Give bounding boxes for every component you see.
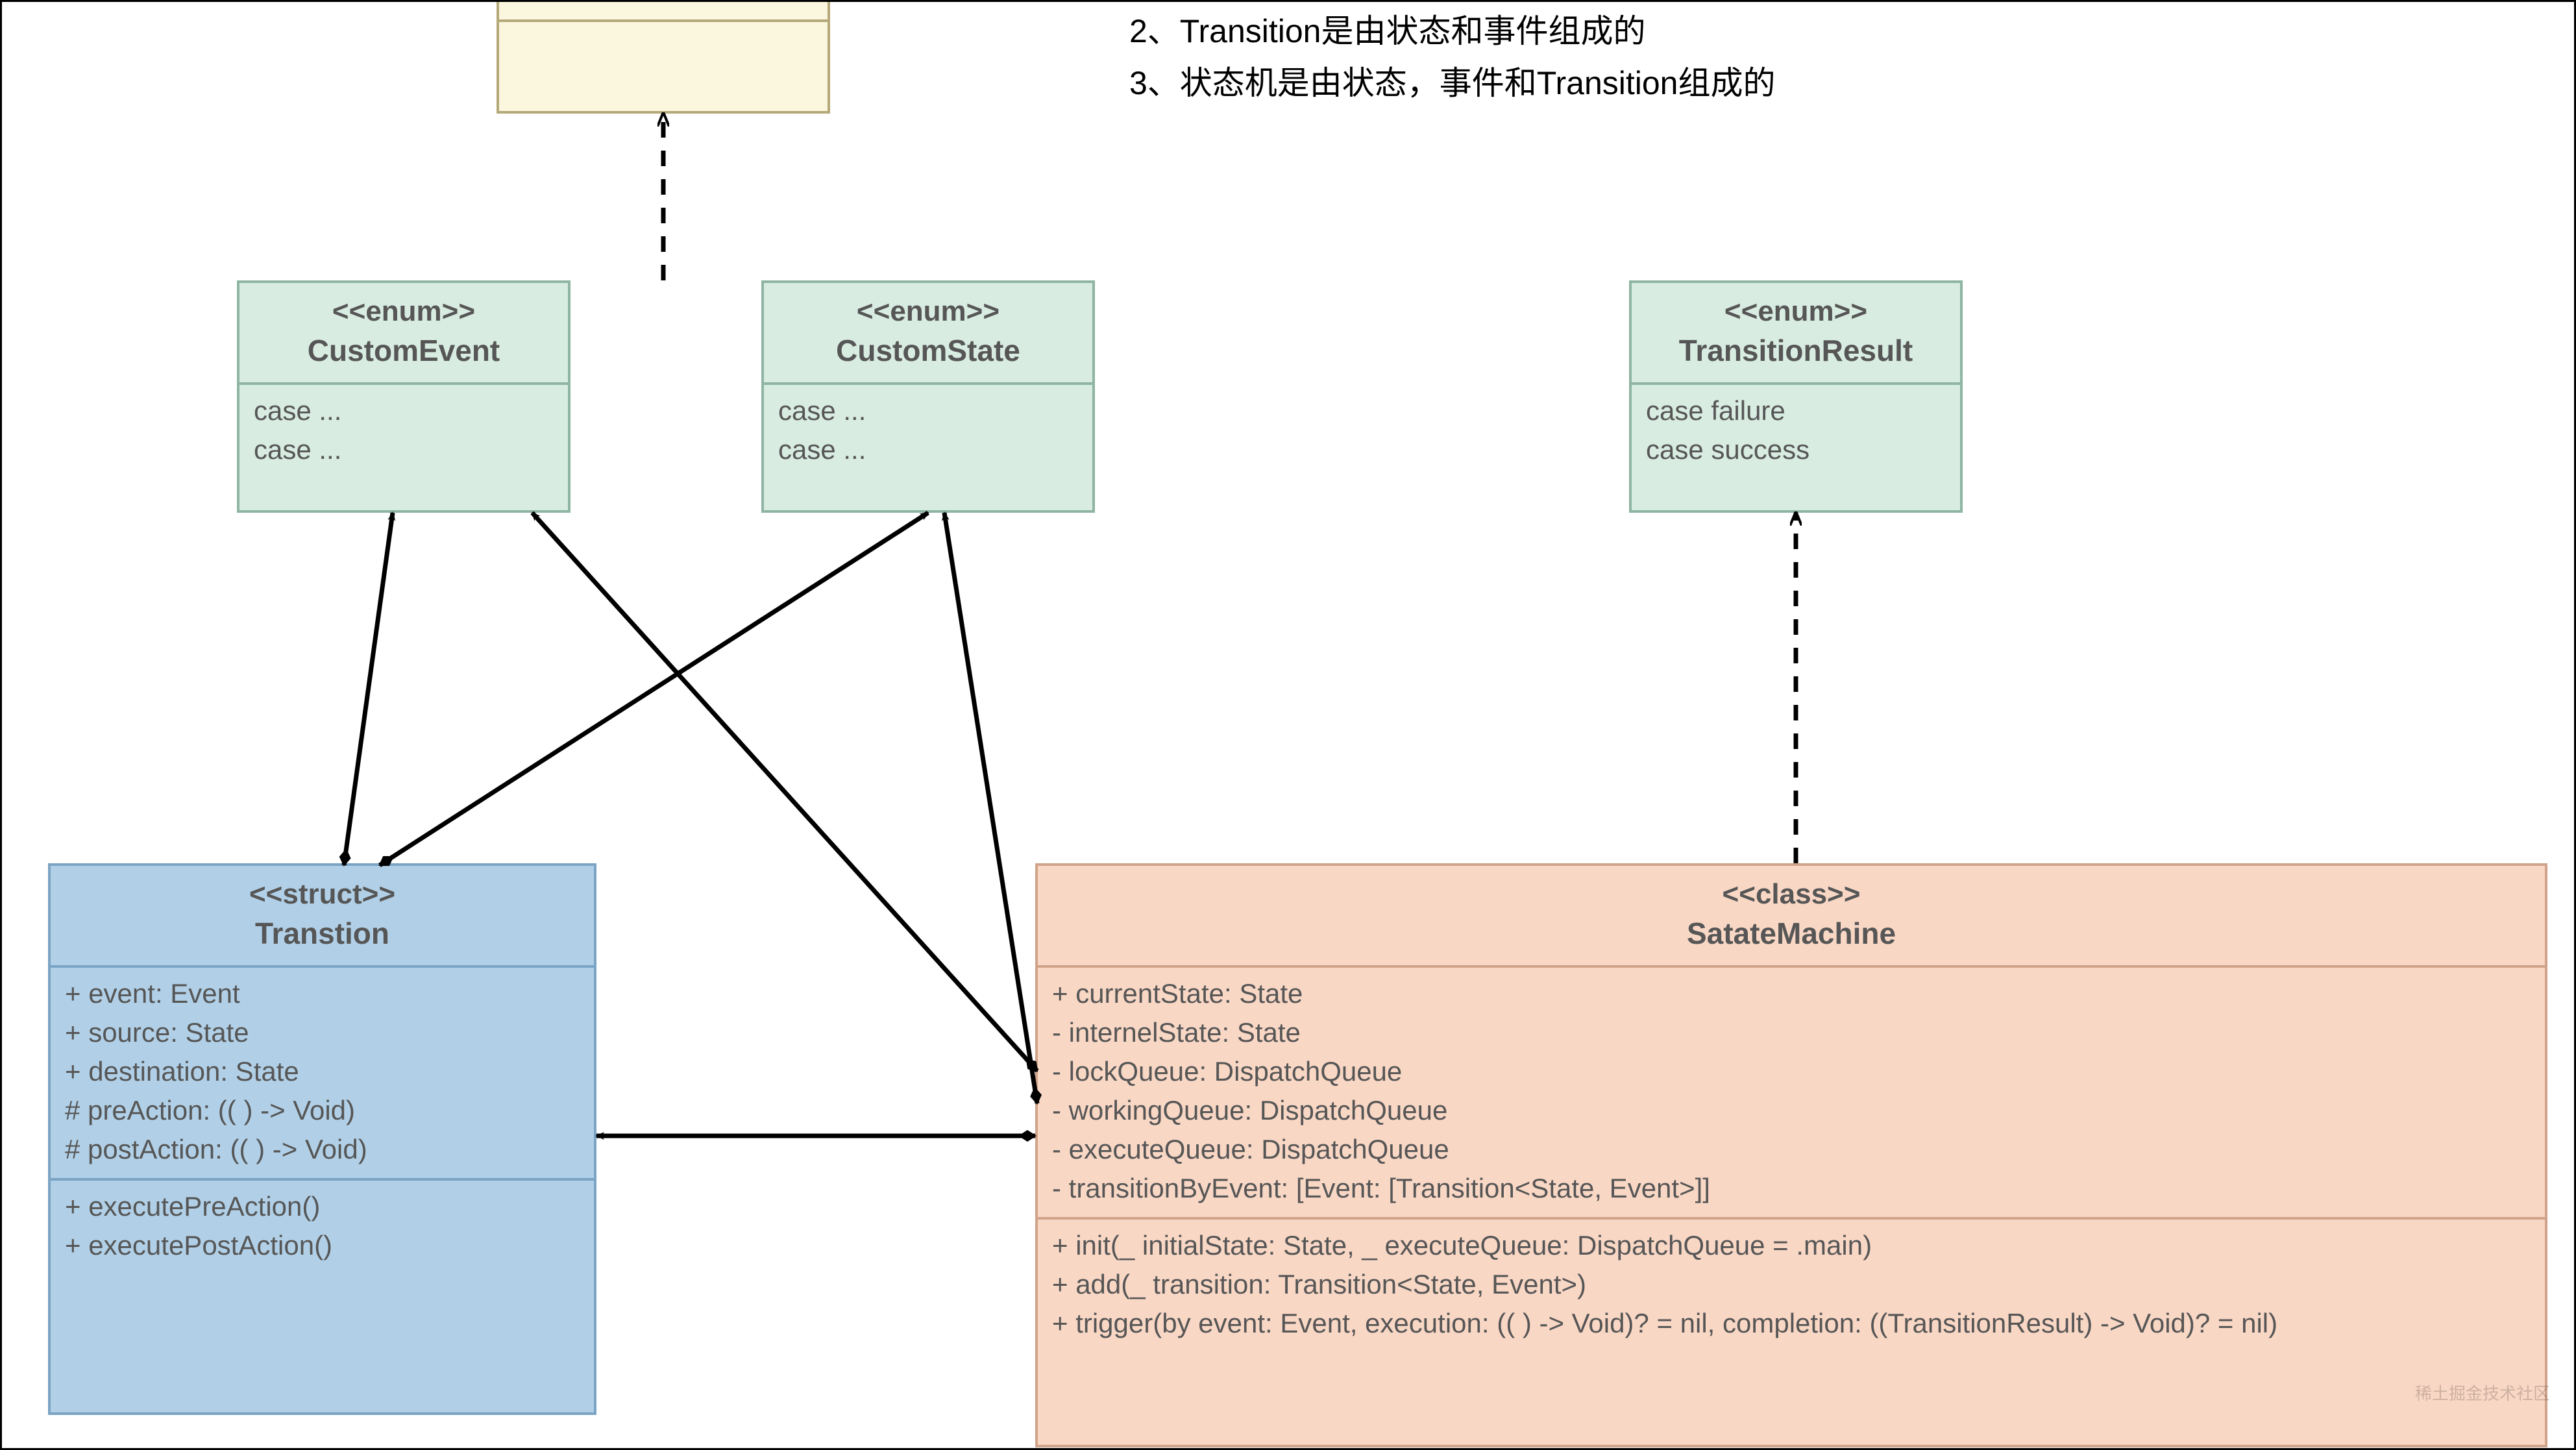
row-sm-o1: + add(_ transition: Transition<State, Ev… <box>1052 1265 2531 1304</box>
row-cs-0: case ... <box>778 391 1078 430</box>
row-tn-a1: + source: State <box>65 1013 580 1052</box>
section-sm-ops: + init(_ initialState: State, _ executeQ… <box>1038 1220 2545 1352</box>
watermark: 稀土掘金技术社区 <box>2415 1381 2550 1405</box>
row-sm-a5: - transitionByEvent: [Event: [Transition… <box>1052 1169 2531 1208</box>
uml-header-transition-result: <<enum>> TransitionResult <box>1632 283 1960 385</box>
note-3-text: 3、状态机是由状态，事件和Transition组成的 <box>1129 65 1775 101</box>
note-2-text: 2、Transition是由状态和事件组成的 <box>1129 13 1645 49</box>
row-tr-1: case success <box>1646 430 1946 469</box>
row-sm-o0: + init(_ initialState: State, _ executeQ… <box>1052 1226 2531 1265</box>
uml-box-custom-event: <<enum>> CustomEvent case ... case ... <box>237 280 570 513</box>
uml-header-transition: <<struct>> Transtion <box>51 866 594 968</box>
row-sm-a4: - executeQueue: DispatchQueue <box>1052 1130 2531 1169</box>
section-transition-ops: + executePreAction() + executePostAction… <box>51 1181 594 1274</box>
section-transition-result: case failure case success <box>1632 385 1960 478</box>
section-custom-event: case ... case ... <box>239 385 568 478</box>
uml-empty-section <box>499 22 828 38</box>
row-tn-o0: + executePreAction() <box>65 1187 580 1226</box>
row-sm-a1: - internelState: State <box>1052 1013 2531 1052</box>
section-sm-attrs: + currentState: State - internelState: S… <box>1038 968 2545 1220</box>
stereo-state-machine: <<class>> <box>1046 875 2537 913</box>
uml-header-custom-event: <<enum>> CustomEvent <box>239 283 568 385</box>
stereo-transition-result: <<enum>> <box>1639 292 1952 330</box>
row-ce-1: case ... <box>254 430 554 469</box>
row-ce-0: case ... <box>254 391 554 430</box>
row-tn-a0: + event: Event <box>65 974 580 1013</box>
section-transition-attrs: + event: Event + source: State + destina… <box>51 968 594 1181</box>
uml-header-custom-state: <<enum>> CustomState <box>764 283 1092 385</box>
uml-box-transition-result: <<enum>> TransitionResult case failure c… <box>1629 280 1963 513</box>
stereo-transition: <<struct>> <box>58 875 586 913</box>
uml-box-hashable <box>497 0 830 114</box>
note-line-2: 2、Transition是由状态和事件组成的 <box>1129 6 1645 57</box>
row-sm-a3: - workingQueue: DispatchQueue <box>1052 1091 2531 1130</box>
row-sm-a0: + currentState: State <box>1052 974 2531 1013</box>
note-line-3: 3、状态机是由状态，事件和Transition组成的 <box>1129 58 1775 109</box>
watermark-text: 稀土掘金技术社区 <box>2415 1384 2550 1403</box>
name-custom-event: CustomEvent <box>247 330 560 371</box>
row-sm-o2: + trigger(by event: Event, execution: ((… <box>1052 1304 2531 1343</box>
name-transition: Transtion <box>58 913 586 953</box>
row-tn-a3: # preAction: (( ) -> Void) <box>65 1091 580 1130</box>
name-state-machine: SatateMachine <box>1046 913 2537 953</box>
uml-box-custom-state: <<enum>> CustomState case ... case ... <box>761 280 1095 513</box>
row-tr-0: case failure <box>1646 391 1946 430</box>
stereo-custom-state: <<enum>> <box>772 292 1085 330</box>
uml-box-state-machine: <<class>> SatateMachine + currentState: … <box>1035 863 2547 1447</box>
row-tn-a4: # postAction: (( ) -> Void) <box>65 1130 580 1169</box>
section-custom-state: case ... case ... <box>764 385 1092 478</box>
uml-header-hashable <box>499 0 828 22</box>
name-custom-state: CustomState <box>772 330 1085 371</box>
uml-header-state-machine: <<class>> SatateMachine <box>1038 866 2545 968</box>
name-transition-result: TransitionResult <box>1639 330 1952 371</box>
stereo-custom-event: <<enum>> <box>247 292 560 330</box>
row-cs-1: case ... <box>778 430 1078 469</box>
uml-box-transition: <<struct>> Transtion + event: Event + so… <box>48 863 596 1415</box>
row-tn-a2: + destination: State <box>65 1052 580 1091</box>
row-tn-o1: + executePostAction() <box>65 1226 580 1265</box>
row-sm-a2: - lockQueue: DispatchQueue <box>1052 1052 2531 1091</box>
